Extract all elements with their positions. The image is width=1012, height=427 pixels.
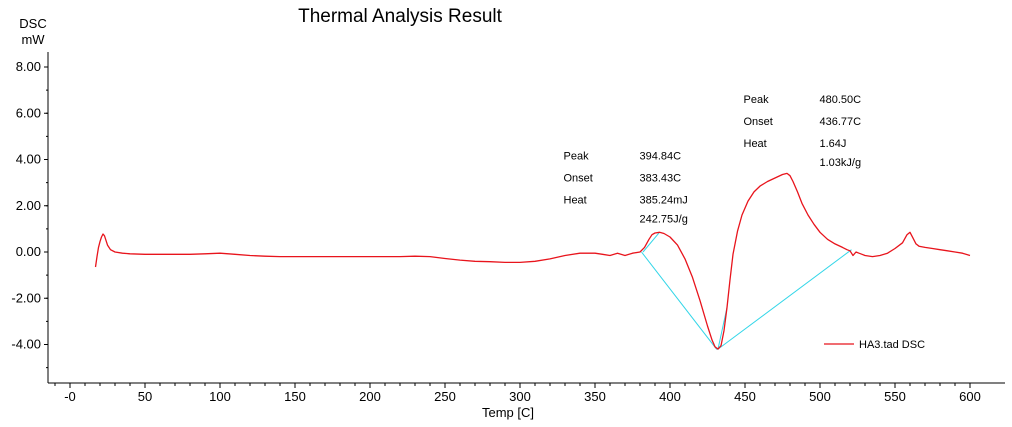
x-tick-label: -0 [64, 389, 76, 404]
annotation-label: Heat [564, 195, 587, 207]
annotation-label: Onset [744, 116, 773, 128]
plot-area: 8.00 6.00 4.00 2.00 0.00 -2.00 -4.00 -0 50 100 150… [11, 52, 1005, 404]
annotation-label: Peak [564, 151, 590, 163]
x-tick-label: 350 [584, 389, 606, 404]
annotation-label: Heat [744, 138, 767, 150]
x-tick-label: 150 [284, 389, 306, 404]
y-tick-label: 0.00 [16, 244, 41, 259]
annotation-value: 385.24mJ [640, 195, 688, 207]
y-tick-label: 6.00 [16, 105, 41, 120]
annotation-value: 480.50C [820, 94, 862, 106]
x-tick-label: 500 [809, 389, 831, 404]
y-tick-label: 4.00 [16, 152, 41, 167]
annotation-label: Onset [564, 173, 593, 185]
chart-title: Thermal Analysis Result [298, 6, 503, 27]
x-tick-label: 600 [959, 389, 981, 404]
x-tick-label: 400 [659, 389, 681, 404]
annotation-value: 394.84C [640, 151, 682, 163]
x-tick-label: 250 [434, 389, 456, 404]
annotation-value: 383.43C [640, 173, 682, 185]
baseline-line [642, 231, 660, 253]
annotation-value: 1.64J [820, 138, 847, 150]
x-tick-label: 300 [509, 389, 531, 404]
y-tick-label: -2.00 [11, 290, 41, 305]
y-tick-label: 2.00 [16, 198, 41, 213]
annotation-value: 1.03kJ/g [820, 157, 862, 169]
x-tick-label: 100 [209, 389, 231, 404]
legend-label: HA3.tad DSC [859, 339, 925, 351]
y-axis-label: DSC [19, 16, 46, 31]
y-tick-label: 8.00 [16, 59, 41, 74]
series-line [94, 172, 971, 350]
y-axis-unit: mW [21, 32, 45, 47]
annotation-label: Peak [744, 94, 770, 106]
x-tick-label: 50 [138, 389, 152, 404]
annotation-value: 242.75J/g [640, 214, 688, 226]
x-tick-label: 550 [884, 389, 906, 404]
x-tick-label: 200 [359, 389, 381, 404]
x-axis-label: Temp [C] [482, 405, 534, 420]
baseline-line [717, 249, 852, 350]
x-tick-label: 450 [734, 389, 756, 404]
y-tick-label: -4.00 [11, 337, 41, 352]
annotation-value: 436.77C [820, 116, 862, 128]
